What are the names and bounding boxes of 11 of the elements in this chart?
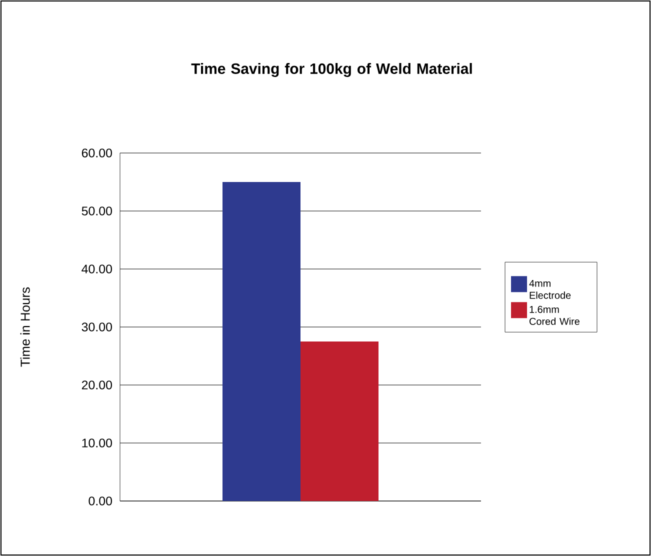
y-axis-title: Time in Hours	[20, 287, 30, 367]
y-tick-label: 60.00	[82, 148, 112, 158]
y-tick-label: 0.00	[88, 496, 112, 506]
y-tick-label: 20.00	[82, 380, 112, 390]
legend-label: 1.6mm Cored Wire	[530, 306, 580, 325]
y-tick-label: 40.00	[82, 264, 112, 274]
y-tick-label: 50.00	[82, 206, 112, 216]
y-tick-label: 30.00	[82, 322, 112, 332]
chart-title: Time Saving for 100kg of Weld Material	[191, 62, 472, 77]
legend-label: 4mm Electrode	[529, 280, 571, 299]
y-tick-label: 10.00	[82, 438, 112, 448]
